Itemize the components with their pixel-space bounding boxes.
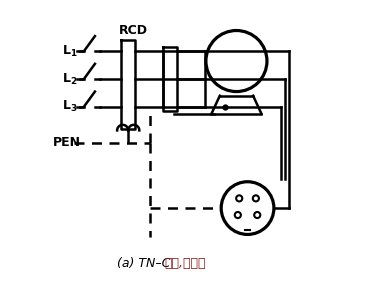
Text: 系统,三极式: 系统,三极式 xyxy=(164,257,206,270)
Text: $\mathbf{L_3}$: $\mathbf{L_3}$ xyxy=(62,99,77,114)
Text: $\mathbf{L_2}$: $\mathbf{L_2}$ xyxy=(62,72,77,87)
Text: RCD: RCD xyxy=(119,24,148,37)
Text: (a) TN–C: (a) TN–C xyxy=(117,257,170,270)
Text: $\mathbf{L_1}$: $\mathbf{L_1}$ xyxy=(62,44,77,59)
Text: PEN: PEN xyxy=(53,136,81,149)
